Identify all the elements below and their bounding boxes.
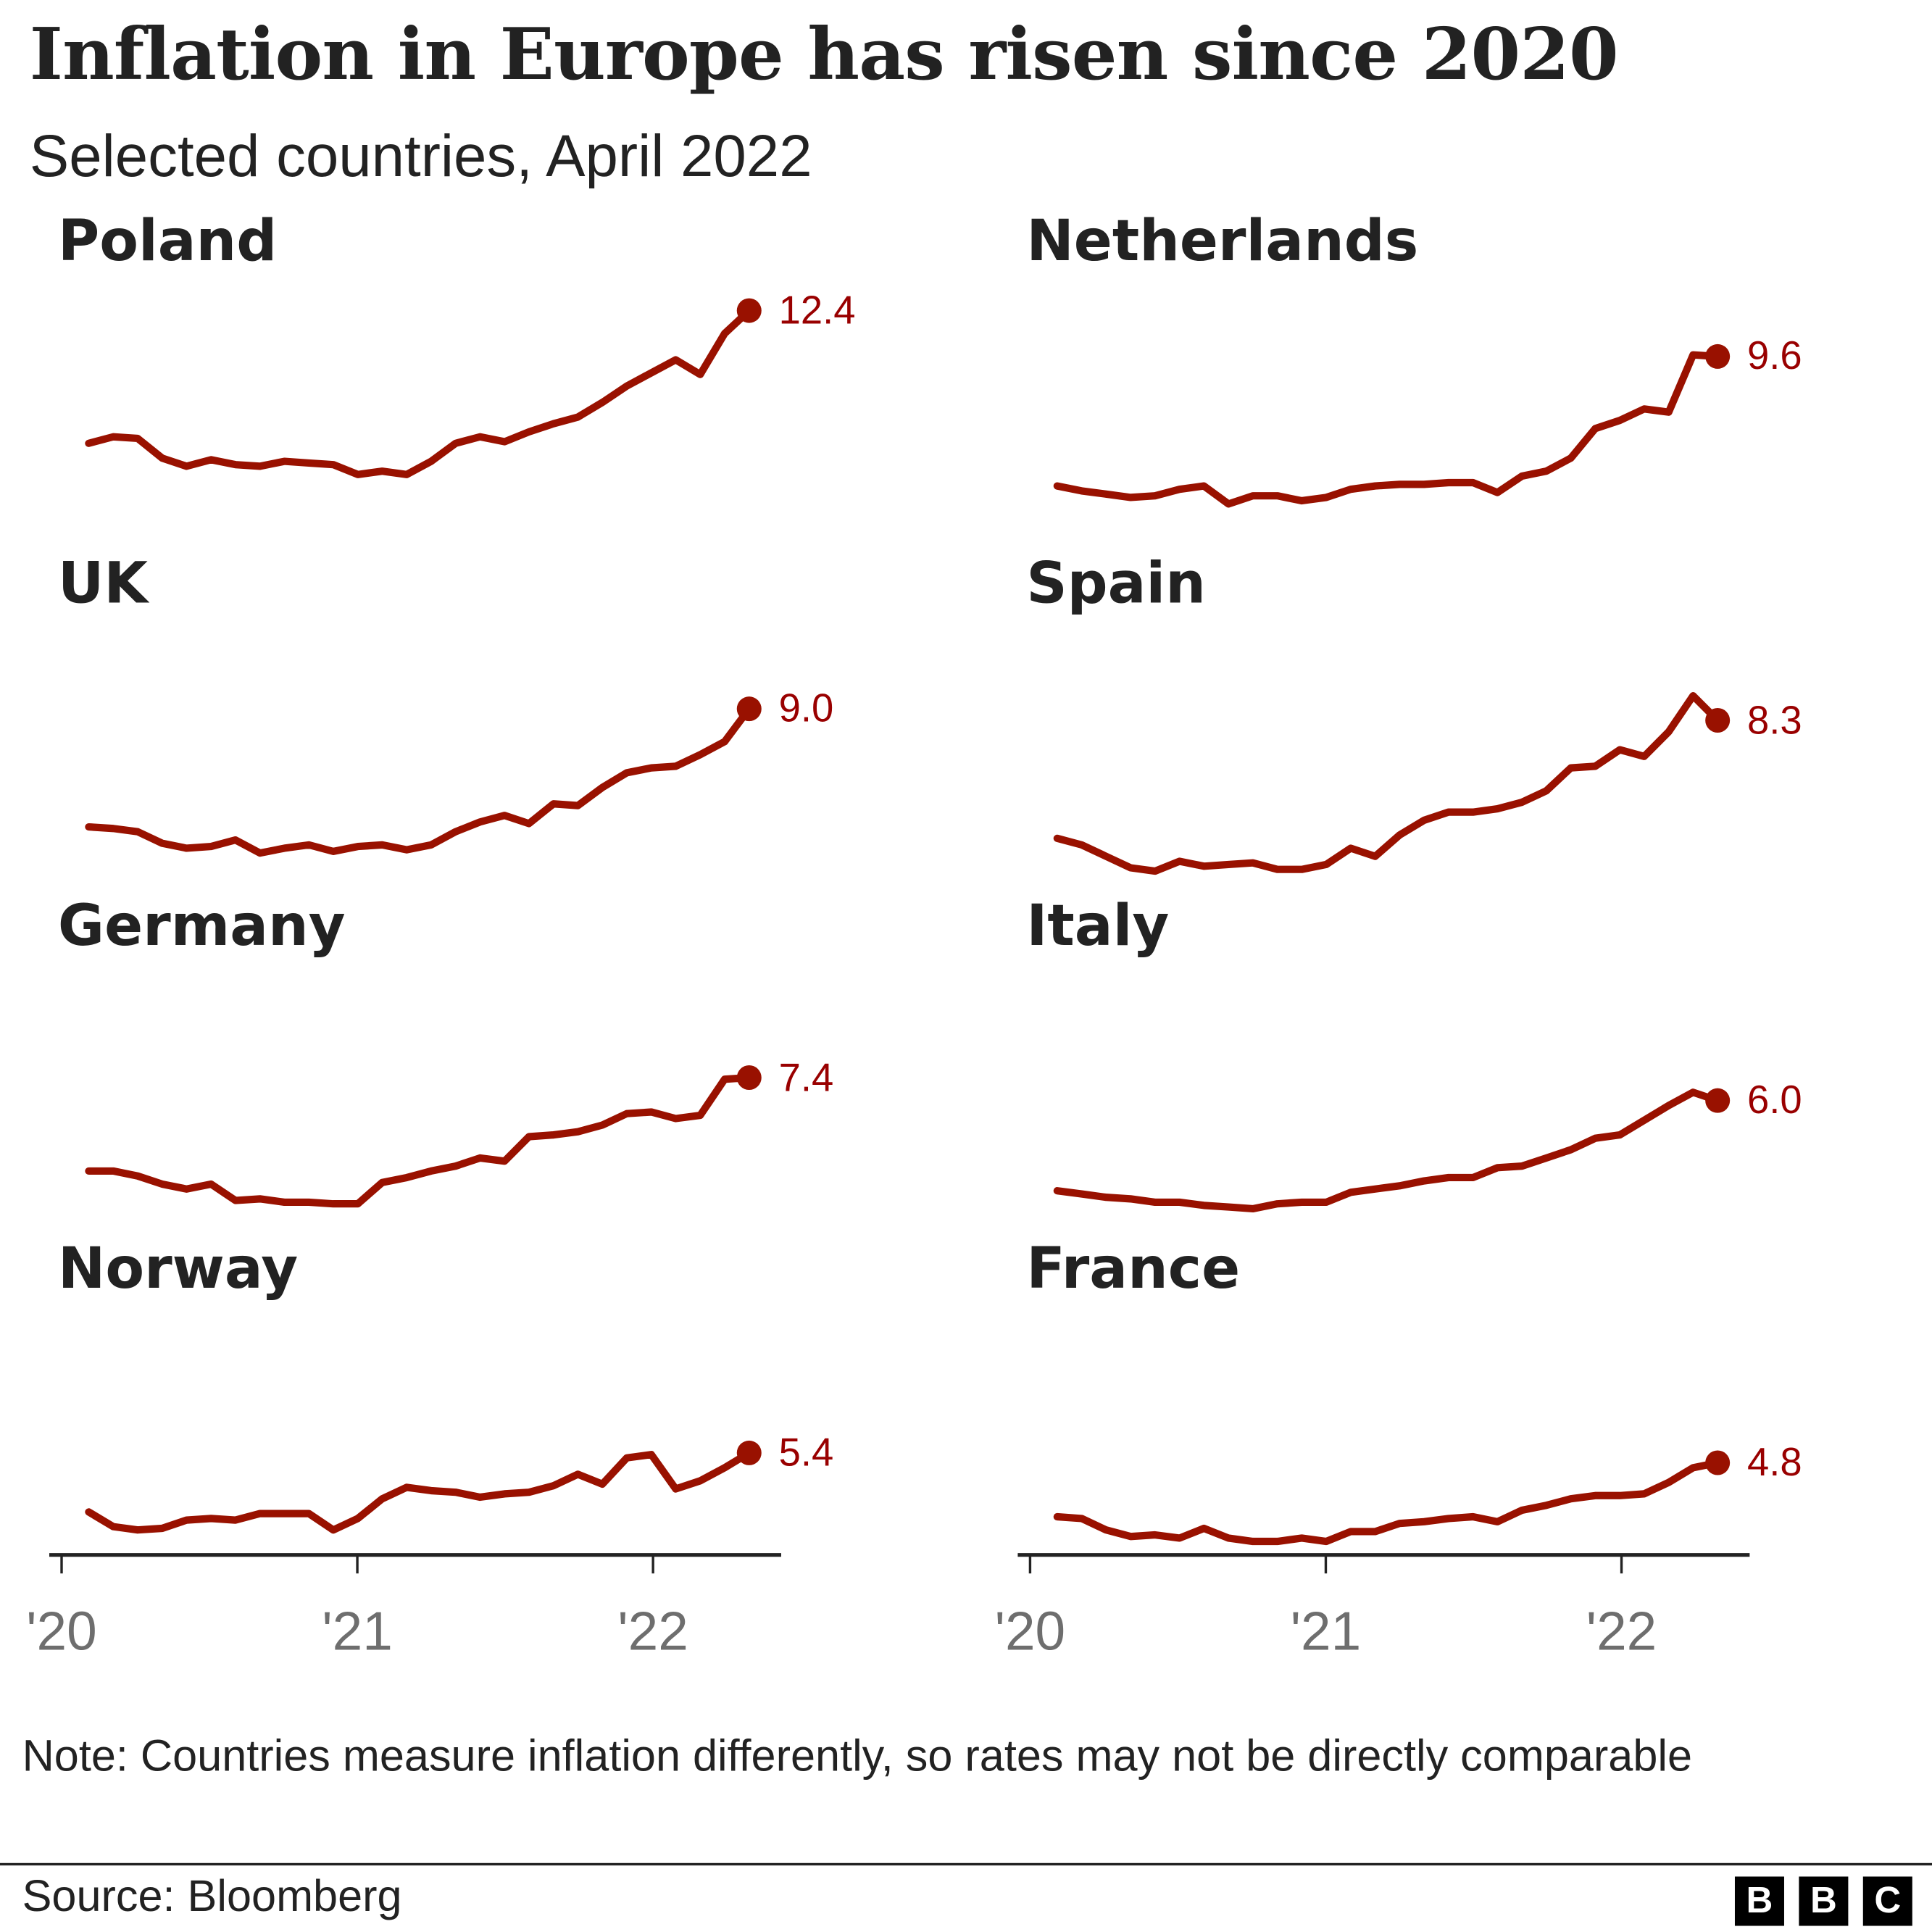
x-tick-label: '20 xyxy=(994,1602,1066,1662)
last-point-marker-poland xyxy=(736,298,762,323)
value-label-france: 4.8 xyxy=(1746,1440,1802,1485)
divider xyxy=(0,1862,1932,1866)
bbc-logo-b2: B xyxy=(1799,1876,1849,1926)
panel-title-italy: Italy xyxy=(1026,891,1170,959)
x-tick-label: '22 xyxy=(617,1602,688,1662)
x-tick-label: '21 xyxy=(1290,1602,1362,1662)
value-label-norway: 5.4 xyxy=(778,1430,834,1475)
last-point-marker-uk xyxy=(736,696,762,722)
panel-title-germany: Germany xyxy=(57,891,346,959)
footnote: Note: Countries measure inflation differ… xyxy=(22,1730,1693,1781)
x-tick-label: '21 xyxy=(322,1602,393,1662)
panel-title-spain: Spain xyxy=(1026,549,1206,617)
last-point-marker-spain xyxy=(1705,707,1731,733)
x-tick-label: '22 xyxy=(1586,1602,1657,1662)
panel-title-uk: UK xyxy=(57,549,149,617)
x-tick-label: '20 xyxy=(26,1602,97,1662)
chart-subtitle: Selected countries, April 2022 xyxy=(29,124,812,190)
last-point-marker-germany xyxy=(736,1065,762,1091)
last-point-marker-france xyxy=(1705,1450,1731,1475)
series-line-poland xyxy=(85,307,753,478)
value-label-germany: 7.4 xyxy=(778,1054,834,1099)
last-point-marker-italy xyxy=(1705,1088,1731,1113)
panel-title-france: France xyxy=(1026,1234,1241,1302)
value-label-uk: 9.0 xyxy=(778,686,834,730)
last-point-marker-norway xyxy=(736,1440,762,1465)
series-line-netherlands xyxy=(1053,351,1722,508)
series-line-italy xyxy=(1053,1088,1722,1213)
value-label-netherlands: 9.6 xyxy=(1746,333,1802,378)
bbc-logo-c: C xyxy=(1862,1876,1912,1926)
panel-title-netherlands: Netherlands xyxy=(1026,207,1419,274)
panel-title-poland: Poland xyxy=(57,207,278,274)
last-point-marker-netherlands xyxy=(1705,343,1731,369)
series-line-norway xyxy=(85,1449,753,1534)
panel-title-norway: Norway xyxy=(57,1234,299,1302)
series-line-spain xyxy=(1053,692,1722,875)
series-line-uk xyxy=(85,705,753,857)
bbc-logo-b1: B xyxy=(1734,1876,1784,1926)
chart-title: Inflation in Europe has risen since 2020 xyxy=(29,12,1619,96)
value-label-poland: 12.4 xyxy=(778,288,856,333)
value-label-italy: 6.0 xyxy=(1746,1078,1802,1123)
series-line-france xyxy=(1053,1459,1722,1546)
source-text: Source: Bloomberg xyxy=(22,1870,402,1921)
series-line-germany xyxy=(85,1073,753,1208)
value-label-spain: 8.3 xyxy=(1746,697,1802,742)
